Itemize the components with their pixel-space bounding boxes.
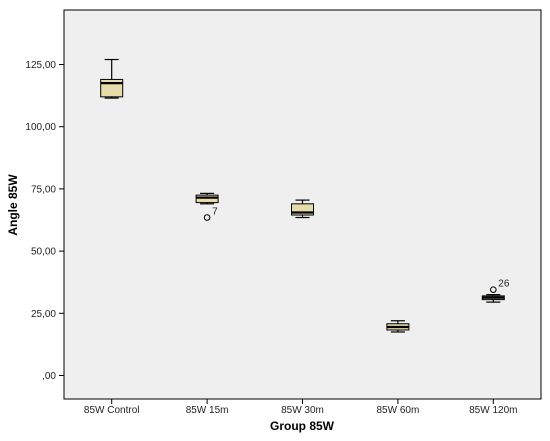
outlier: 7: [203, 207, 218, 221]
box-series: [100, 58, 505, 333]
x-tick-label: 85W 60m: [377, 405, 420, 416]
y-axis: ,00 25,00 50,00 75,00 100,00 125,00: [25, 60, 64, 382]
outlier-series: 7 26: [203, 207, 510, 293]
box-3: [291, 199, 314, 219]
outlier-label: 7: [212, 207, 218, 218]
box-5: [481, 294, 505, 303]
box-iqr: [291, 203, 314, 216]
y-tick-label: 75,00: [31, 184, 56, 195]
x-axis: 85W Control 85W 15m 85W 30m 85W 60m 85W 120m: [84, 399, 517, 416]
y-tick-label: 125,00: [25, 60, 56, 71]
outlier-label: 26: [498, 279, 510, 290]
box-1: [100, 58, 124, 99]
y-tick-label: 50,00: [31, 247, 56, 258]
box-iqr: [195, 194, 219, 204]
y-axis-title: Angle 85W: [6, 174, 20, 236]
y-tick-label: 25,00: [31, 309, 56, 320]
box-iqr: [100, 78, 124, 98]
box-2: [195, 192, 219, 205]
x-tick-label: 85W 30m: [281, 405, 324, 416]
x-tick-label: 85W Control: [84, 405, 140, 416]
y-tick-label: ,00: [42, 371, 56, 382]
outlier: 26: [490, 279, 510, 293]
x-tick-label: 85W 120m: [469, 405, 517, 416]
outlier-marker: [203, 214, 211, 221]
x-axis-title: Group 85W: [270, 419, 335, 433]
box-4: [386, 320, 410, 333]
y-tick-label: 100,00: [25, 122, 56, 133]
x-tick-label: 85W 15m: [186, 405, 229, 416]
outlier-marker: [490, 286, 497, 293]
